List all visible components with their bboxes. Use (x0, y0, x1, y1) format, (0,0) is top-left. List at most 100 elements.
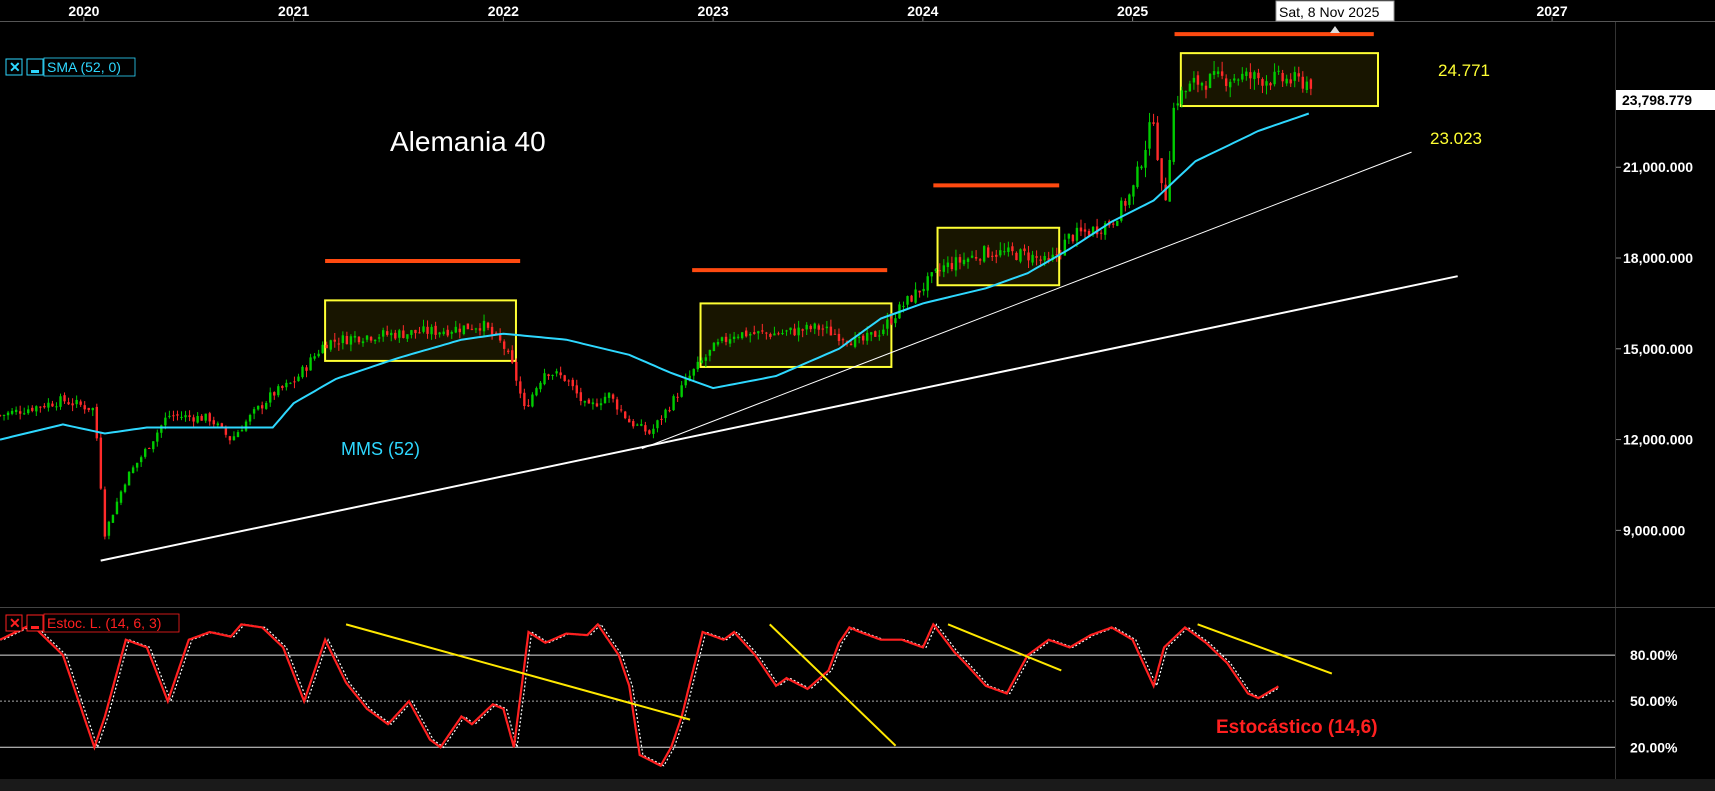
candle-body (1301, 76, 1305, 89)
candle-body (914, 289, 917, 303)
divergence-lines (345, 623, 1333, 747)
bottom-scrollbar[interactable] (0, 779, 1715, 791)
y-axis-ticks: 9,000.000 12,000.000 15,000.000 18,000.000 2… (1616, 159, 1693, 538)
candle-body (1015, 252, 1018, 260)
candle-body (123, 484, 127, 492)
y-tick-label: 21,000.000 (1623, 159, 1693, 175)
candle-body (1204, 85, 1208, 90)
candle-body (1269, 83, 1272, 86)
candle-body (640, 423, 643, 426)
candle-body (849, 343, 853, 346)
candle-body (418, 332, 421, 334)
candle-body (1027, 252, 1030, 261)
candle-body (285, 382, 288, 388)
candle-body (75, 399, 78, 405)
candle-body (829, 326, 833, 336)
candle-body (547, 374, 550, 377)
candle-body (1245, 71, 1248, 76)
candle-body (442, 331, 445, 335)
candle-body (156, 432, 159, 442)
candle-body (498, 333, 502, 341)
candle-body (236, 432, 240, 438)
candle-body (1233, 78, 1236, 81)
candle-body (841, 339, 845, 341)
divergence-line (947, 623, 1062, 672)
candle-body (365, 335, 369, 340)
candle-body (212, 420, 215, 425)
stochastic-indicator-tag[interactable]: ✕ Estoc. L. (14, 6, 3) (5, 613, 180, 633)
candle-body (1087, 230, 1091, 236)
candle-body (269, 392, 272, 403)
candle-body (744, 330, 748, 337)
candle-body (1124, 200, 1127, 206)
candle-body (144, 449, 147, 457)
candle-body (615, 399, 619, 410)
candle-body (394, 332, 397, 339)
box-bottom-label: 23.023 (1430, 129, 1482, 148)
sma-close-button[interactable] (5, 58, 23, 76)
crosshair-date-box (1275, 0, 1395, 22)
candle-body (135, 462, 139, 468)
candle-body (430, 326, 433, 335)
candle-body (71, 403, 74, 406)
candle-body (325, 344, 328, 349)
candle-body (39, 406, 42, 408)
candle-body (482, 320, 486, 332)
candle-body (406, 334, 409, 339)
candle-body (353, 335, 357, 338)
candle-body (168, 415, 171, 417)
minimize-icon (31, 626, 39, 629)
crosshair-date-label: Sat, 8 Nov 2025 (1279, 4, 1380, 20)
candle-body (777, 333, 780, 335)
candle-body (1079, 227, 1083, 232)
candle-body (321, 344, 324, 354)
candle-body (712, 342, 716, 352)
candle-body (910, 295, 913, 302)
candle-body (297, 376, 300, 382)
candle-body (454, 326, 457, 333)
candle-body (555, 371, 558, 374)
candle-body (18, 411, 22, 414)
candle-body (660, 418, 663, 420)
candle-body (377, 337, 381, 339)
candle-body (999, 250, 1002, 256)
candle-body (906, 296, 909, 305)
candle-body (966, 258, 970, 262)
stochastic-close-button[interactable] (5, 614, 23, 632)
candle-body (1019, 249, 1022, 262)
candle-body (1208, 73, 1212, 89)
candle-body (305, 367, 308, 371)
candle-body (761, 330, 764, 332)
candle-body (192, 417, 195, 422)
sma-label: MMS (52) (341, 439, 420, 459)
candle-body (886, 319, 889, 329)
candle-body (446, 329, 449, 336)
sma-tag-frame (43, 57, 136, 77)
candle-body (160, 425, 163, 433)
candle-body (890, 318, 893, 324)
candle-body (1281, 72, 1284, 82)
sma-indicator-tag[interactable]: ✕ SMA (52, 0) (5, 57, 136, 77)
candle-body (381, 330, 385, 337)
candle-body (23, 413, 26, 415)
candle-body (357, 336, 361, 343)
candle-body (47, 402, 50, 408)
candle-body (63, 395, 66, 402)
candle-body (398, 330, 401, 338)
candle-body (962, 259, 966, 265)
candle-body (502, 341, 506, 349)
candle-body (139, 457, 143, 463)
candle-body (494, 332, 498, 334)
candle-body (874, 331, 877, 337)
candle-body (1128, 194, 1131, 205)
candle-body (301, 366, 304, 378)
candle-body (1297, 73, 1300, 77)
candle-body (853, 336, 857, 347)
candle-body (833, 333, 837, 335)
candle-body (333, 339, 336, 342)
x-tick-label: 2021 (278, 3, 309, 19)
candle-body (1200, 82, 1204, 86)
candle-body (99, 437, 103, 489)
candle-body (341, 335, 345, 344)
